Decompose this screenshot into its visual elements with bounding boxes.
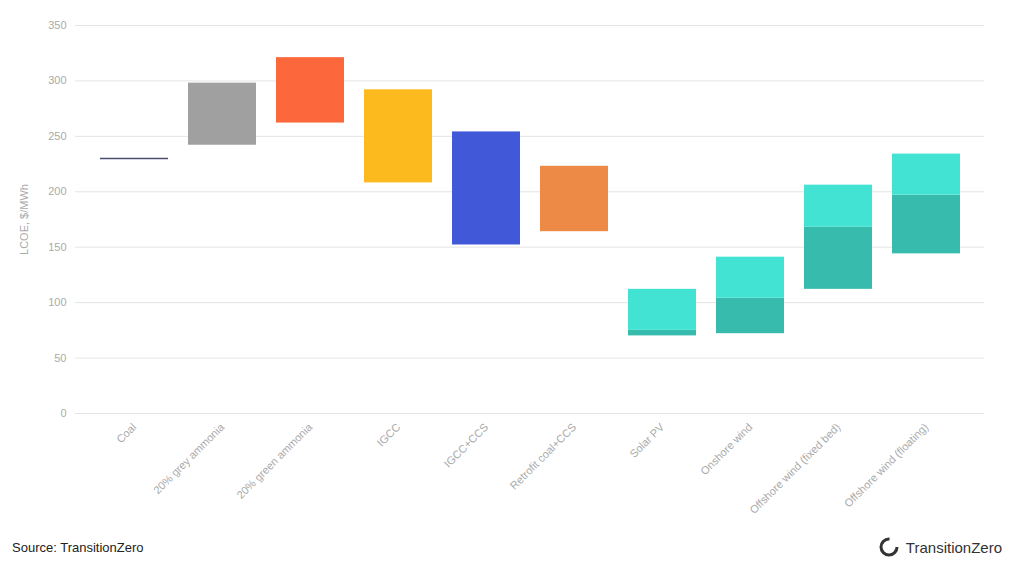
svg-text:0: 0 [60,407,66,419]
svg-text:150: 150 [48,241,66,253]
svg-text:LCOE, $/MWh: LCOE, $/MWh [18,184,30,255]
svg-text:250: 250 [48,130,66,142]
svg-text:Offshore wind (floating): Offshore wind (floating) [842,421,931,510]
svg-text:Retrofit coal+CCS: Retrofit coal+CCS [507,421,578,492]
svg-text:200: 200 [48,185,66,197]
html-text:Source: TransitionZero: Source: TransitionZero [12,540,144,555]
svg-text:100: 100 [48,296,66,308]
svg-text:Offshore wind (fixed bed): Offshore wind (fixed bed) [747,421,842,516]
svg-text:IGCC+CCS: IGCC+CCS [442,421,491,470]
svg-text:300: 300 [48,74,66,86]
svg-text:Onshore wind: Onshore wind [698,421,754,477]
svg-text:350: 350 [48,19,66,31]
svg-text:Coal: Coal [114,421,138,445]
svg-text:IGCC: IGCC [374,421,402,449]
html-text:TransitionZero: TransitionZero [905,538,1002,556]
svg-text:20% grey ammonia: 20% grey ammonia [151,420,227,496]
svg-text:50: 50 [54,352,66,364]
svg-text:20% green ammonia: 20% green ammonia [234,420,315,501]
svg-text:Solar PV: Solar PV [627,420,667,460]
